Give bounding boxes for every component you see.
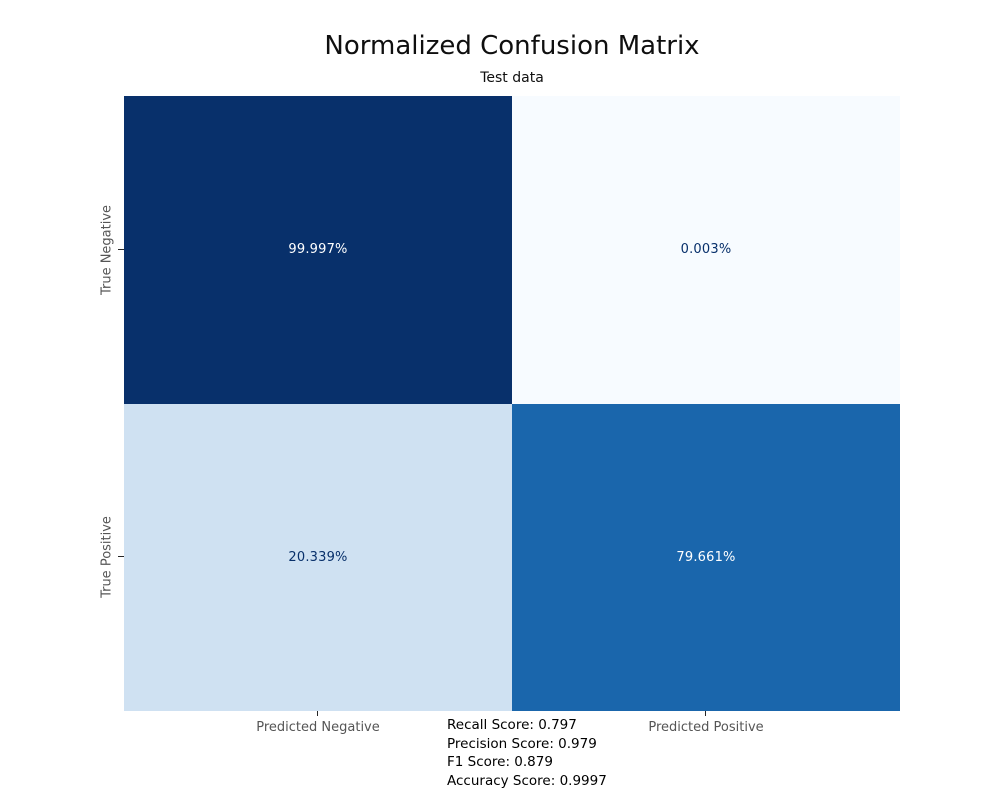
accuracy-score-text: Accuracy Score: 0.9997 xyxy=(447,773,607,790)
heatmap-cell-true-negative-predicted-negative: 99.997% xyxy=(124,96,512,404)
x-tick-label-predicted-positive: Predicted Positive xyxy=(648,720,764,735)
chart-title: Normalized Confusion Matrix xyxy=(324,31,700,61)
y-axis-tick-true-negative xyxy=(118,249,124,251)
cell-value-label: 0.003% xyxy=(680,242,732,258)
y-tick-label-true-positive: True Positive xyxy=(99,516,115,598)
x-axis-tick-predicted-positive xyxy=(705,711,707,716)
metrics-annotation: Recall Score: 0.797 Precision Score: 0.9… xyxy=(447,716,607,791)
heatmap-cell-true-negative-predicted-positive: 0.003% xyxy=(512,96,900,404)
chart-subtitle: Test data xyxy=(480,70,544,86)
y-tick-label-true-negative: True Negative xyxy=(99,204,115,296)
precision-score-text: Precision Score: 0.979 xyxy=(447,735,597,752)
f1-score-text: F1 Score: 0.879 xyxy=(447,754,553,771)
x-axis-tick-predicted-negative xyxy=(317,711,319,716)
cell-value-label: 99.997% xyxy=(288,242,348,258)
recall-score-text: Recall Score: 0.797 xyxy=(447,717,577,733)
cell-value-label: 20.339% xyxy=(288,549,348,565)
heatmap-grid: 99.997% 0.003% 20.339% 79.661% xyxy=(124,96,900,711)
heatmap-cell-true-positive-predicted-positive: 79.661% xyxy=(512,403,900,711)
heatmap-cell-true-positive-predicted-negative: 20.339% xyxy=(124,403,512,711)
x-tick-label-predicted-negative: Predicted Negative xyxy=(256,720,380,735)
y-axis-tick-true-positive xyxy=(118,556,124,558)
cell-value-label: 79.661% xyxy=(676,549,736,565)
